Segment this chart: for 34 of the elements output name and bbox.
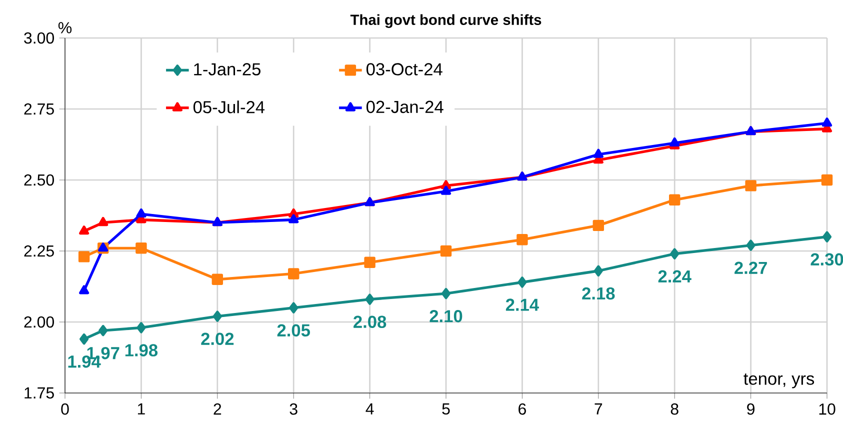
x-tick-label: 6	[518, 403, 526, 415]
y-axis-title: %	[58, 22, 72, 34]
y-tick-label: 2.00	[24, 316, 54, 328]
x-tick-label: 1	[138, 403, 145, 414]
x-tick-label: 3	[290, 403, 298, 415]
data-label: 2.24	[658, 270, 692, 282]
data-label: 2.02	[201, 332, 234, 346]
y-tick-label: 1.75	[24, 387, 54, 399]
x-tick-label: 4	[366, 403, 374, 414]
data-label: 2.10	[430, 310, 462, 322]
legend-label: 02-Jan-24	[366, 100, 444, 114]
data-label: 1.98	[125, 344, 158, 356]
y-tick-label: 3.00	[24, 32, 54, 44]
x-tick-label: 8	[670, 403, 678, 415]
chart-title: Thai govt bond curve shifts	[350, 14, 542, 28]
y-tick-label: 2.50	[24, 174, 54, 186]
legend-label: 05-Jul-24	[193, 100, 265, 114]
y-tick-label: 2.75	[24, 103, 54, 115]
x-tick-label: 5	[442, 403, 450, 415]
x-tick-label: 2	[214, 403, 222, 415]
y-tick-label: 2.25	[24, 245, 54, 257]
x-tick-label: 0	[61, 403, 69, 415]
data-label: 2.08	[354, 316, 386, 328]
data-label: 2.14	[506, 298, 539, 311]
data-label: 2.18	[582, 287, 615, 300]
x-tick-label: 9	[747, 403, 754, 415]
x-tick-label: 7	[594, 403, 602, 414]
data-label: 2.30	[810, 253, 843, 266]
x-axis-title: tenor, yrs	[744, 373, 814, 388]
legend-label: 1-Jan-25	[194, 63, 260, 76]
legend-label: 03-Oct-24	[366, 63, 442, 76]
data-label: 2.05	[277, 324, 310, 337]
x-tick-label: 10	[819, 403, 836, 415]
data-label: 2.27	[734, 262, 767, 274]
